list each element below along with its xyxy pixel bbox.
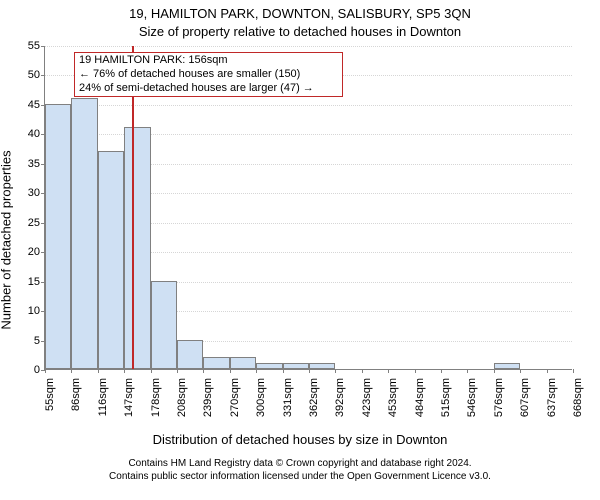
xtick-label: 270sqm [229, 378, 241, 417]
ytick-label: 35 [28, 158, 40, 170]
xtick-label: 576sqm [493, 378, 505, 417]
xtick-label: 392sqm [334, 378, 346, 417]
ytick-label: 15 [28, 276, 40, 288]
attribution-text: Contains HM Land Registry data © Crown c… [0, 458, 600, 483]
xtick-mark [494, 369, 495, 373]
xtick-mark [203, 369, 204, 373]
histogram-bar [309, 363, 335, 369]
ytick-mark [41, 75, 45, 76]
xtick-label: 546sqm [466, 378, 478, 417]
xtick-mark [71, 369, 72, 373]
ytick-label: 40 [28, 128, 40, 140]
xtick-mark [177, 369, 178, 373]
chart-subtitle: Size of property relative to detached ho… [0, 24, 600, 39]
gridline-h [45, 46, 572, 47]
ytick-label: 45 [28, 99, 40, 111]
xtick-label: 515sqm [440, 378, 452, 417]
xtick-label: 300sqm [255, 378, 267, 417]
annotation-line2: ← 76% of detached houses are smaller (15… [79, 68, 338, 82]
xtick-label: 147sqm [123, 378, 135, 417]
chart-title-address: 19, HAMILTON PARK, DOWNTON, SALISBURY, S… [0, 6, 600, 21]
xtick-mark [45, 369, 46, 373]
ytick-mark [41, 46, 45, 47]
annotation-line1: 19 HAMILTON PARK: 156sqm [79, 54, 338, 68]
xtick-mark [98, 369, 99, 373]
histogram-bar [124, 127, 150, 369]
xtick-label: 239sqm [202, 378, 214, 417]
xtick-mark [547, 369, 548, 373]
chart-container: { "title_line1": "19, HAMILTON PARK, DOW… [0, 0, 600, 500]
xtick-label: 362sqm [308, 378, 320, 417]
xtick-label: 453sqm [387, 378, 399, 417]
xtick-mark [335, 369, 336, 373]
xtick-label: 637sqm [546, 378, 558, 417]
gridline-h [45, 105, 572, 106]
y-axis-label: Number of detached properties [0, 150, 14, 329]
xtick-mark [230, 369, 231, 373]
histogram-bar [494, 363, 520, 369]
xtick-label: 331sqm [282, 378, 294, 417]
xtick-mark [283, 369, 284, 373]
ytick-label: 0 [34, 364, 40, 376]
histogram-bar [151, 281, 177, 369]
histogram-bar [45, 104, 71, 369]
xtick-label: 668sqm [572, 378, 584, 417]
xtick-mark [467, 369, 468, 373]
ytick-label: 30 [28, 187, 40, 199]
ytick-label: 10 [28, 305, 40, 317]
plot-area: 051015202530354045505555sqm86sqm116sqm14… [44, 46, 572, 370]
ytick-label: 50 [28, 69, 40, 81]
ytick-label: 20 [28, 246, 40, 258]
ytick-label: 25 [28, 217, 40, 229]
xtick-label: 484sqm [414, 378, 426, 417]
xtick-mark [362, 369, 363, 373]
xtick-label: 86sqm [70, 378, 82, 411]
xtick-label: 208sqm [176, 378, 188, 417]
xtick-mark [256, 369, 257, 373]
x-axis-label: Distribution of detached houses by size … [0, 432, 600, 447]
attribution-line-1: Contains HM Land Registry data © Crown c… [0, 458, 600, 471]
xtick-mark [441, 369, 442, 373]
xtick-label: 423sqm [361, 378, 373, 417]
xtick-label: 607sqm [519, 378, 531, 417]
attribution-line-2: Contains public sector information licen… [0, 471, 600, 484]
xtick-mark [309, 369, 310, 373]
xtick-mark [520, 369, 521, 373]
xtick-mark [151, 369, 152, 373]
annotation-line3: 24% of semi-detached houses are larger (… [79, 82, 338, 96]
xtick-label: 55sqm [44, 378, 56, 411]
xtick-mark [388, 369, 389, 373]
xtick-label: 116sqm [97, 378, 109, 416]
histogram-bar [283, 363, 309, 369]
histogram-bar [256, 363, 282, 369]
histogram-bar [71, 98, 97, 369]
histogram-bar [203, 357, 229, 369]
xtick-label: 178sqm [150, 378, 162, 417]
histogram-bar [177, 340, 203, 369]
ytick-label: 5 [34, 335, 40, 347]
xtick-mark [573, 369, 574, 373]
histogram-bar [98, 151, 124, 369]
histogram-bar [230, 357, 256, 369]
ytick-label: 55 [28, 40, 40, 52]
xtick-mark [124, 369, 125, 373]
annotation-box: 19 HAMILTON PARK: 156sqm← 76% of detache… [74, 52, 343, 97]
xtick-mark [415, 369, 416, 373]
